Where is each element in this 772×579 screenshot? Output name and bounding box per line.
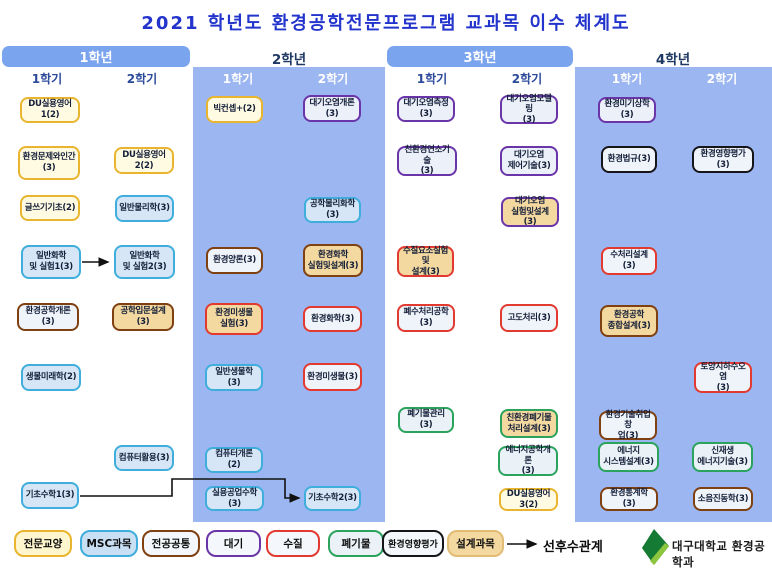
course-box: 기초수학2(3) [304, 486, 361, 511]
course-box: 공학입문설계(3) [112, 303, 174, 331]
legend-item: 전공공통 [142, 530, 200, 557]
course-box: DU실용영어1(2) [20, 97, 80, 123]
semester-label: 2학기 [706, 72, 738, 86]
course-box: 빅컨셉+(2) [206, 96, 263, 123]
course-box: 환경영향평가(3) [692, 146, 754, 173]
course-box: 기초수학1(3) [21, 482, 79, 509]
course-box: 생물미래학(2) [21, 364, 81, 391]
course-box: 환경미생물(3) [303, 363, 362, 391]
course-box: 환경공학 종합설계(3) [600, 305, 658, 337]
semester-label: 1학기 [416, 72, 448, 86]
course-box: 환경공학개론(3) [17, 303, 79, 331]
course-box: 에너지공학개론 (3) [498, 445, 558, 476]
course-box: 환경양론(3) [206, 247, 263, 274]
page-title: 2021 학년도 환경공학전문프로그램 교과목 이수 체계도 [141, 13, 631, 34]
course-box: 글쓰기기초(2) [20, 195, 80, 221]
course-box: DU실용영어3(2) [499, 488, 558, 511]
course-box: 환경법규(3) [601, 146, 657, 173]
course-box: 대기오염개론(3) [303, 95, 361, 122]
course-box: 환경통계학(3) [600, 487, 658, 511]
year2-header: 2학년 [271, 52, 307, 68]
course-box: 수질요소실험및 설계(3) [397, 246, 454, 277]
course-box: 신재생 에너지기술(3) [692, 442, 753, 472]
leaf-logo-icon [642, 529, 669, 565]
semester-label: 1학기 [222, 72, 254, 86]
course-box: 대기오염 제어기술(3) [500, 146, 558, 176]
course-box: 환경문제와인간 (3) [18, 146, 80, 180]
semester-label: 2학기 [126, 72, 158, 86]
course-box: 고도처리(3) [500, 304, 558, 332]
semester-label: 1학기 [31, 72, 63, 86]
course-box: 일반물리학(3) [115, 195, 174, 222]
course-box: 환경화학 실험및설계(3) [303, 244, 363, 277]
course-box: 컴퓨터개론(2) [205, 447, 263, 473]
year3-header: 3학년 [387, 46, 573, 67]
course-box: 일반화학 및 실험2(3) [114, 245, 175, 279]
course-box: 환경기술취업창 업(3) [599, 410, 657, 441]
course-box: 환경화학(3) [303, 306, 362, 332]
course-box: DU실용영어2(2) [114, 147, 174, 174]
course-box: 환경미기상학(3) [598, 97, 656, 123]
course-box: 대기오염 실험및설계(3) [501, 196, 559, 227]
course-box: 폐기물관리(3) [398, 407, 454, 433]
course-box: 환경미생물 실험(3) [205, 303, 263, 335]
course-box: 에너지 시스템설계(3) [598, 442, 659, 472]
semester-label: 2학기 [511, 72, 543, 86]
year2-column-background [193, 67, 385, 522]
legend-item: 전문교양 [14, 530, 72, 557]
year1-header: 1학년 [2, 46, 190, 67]
course-box: 대기오염모델링 (3) [500, 94, 558, 125]
course-box: 실용공업수학(3) [205, 486, 264, 511]
legend-item: 수질 [266, 530, 320, 557]
course-box: 공학물리화학(3) [304, 197, 361, 223]
semester-label: 1학기 [611, 72, 643, 86]
university-logo-text: 대구대학교 환경공학과 [672, 539, 766, 569]
course-box: 친환경폐기물 처리설계(3) [500, 409, 558, 438]
course-box: 친환경연소기술 (3) [397, 145, 457, 176]
prerequisite-legend-label: 선후수관계 [543, 540, 603, 555]
course-box: 컴퓨터활용(3) [114, 445, 174, 471]
course-box: 대기오염측정(3) [397, 96, 455, 122]
legend-item: 환경영향평가 [382, 530, 444, 557]
semester-label: 2학기 [317, 72, 349, 86]
legend-item: MSC과목 [80, 530, 138, 557]
course-box: 폐수처리공학(3) [397, 304, 455, 332]
course-box: 일반화학 및 실험1(3) [21, 245, 81, 279]
course-box: 소음진동학(3) [693, 487, 753, 511]
year4-header: 4학년 [655, 52, 691, 68]
course-box: 토양지하수오염 (3) [694, 362, 752, 393]
legend-item: 대기 [206, 530, 261, 557]
legend-item: 폐기물 [328, 530, 384, 557]
course-box: 일반생물학(3) [205, 364, 263, 391]
legend-item: 설계과목 [447, 530, 504, 557]
course-box: 수처리설계(3) [601, 247, 657, 275]
